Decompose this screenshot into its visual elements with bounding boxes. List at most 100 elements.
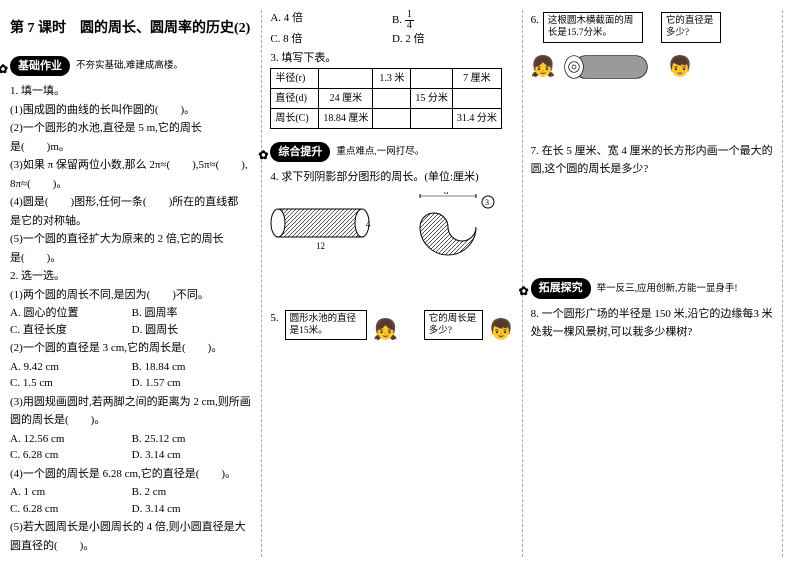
choice: B. 25.12 cm [132, 431, 254, 448]
cell [373, 109, 411, 129]
q1-2a: (2)一个圆形的水池,直径是 5 m,它的周长 [10, 120, 253, 137]
section-basic-badge: ✿ 基础作业 [10, 56, 70, 77]
section-improve-label: 综合提升 [278, 146, 322, 158]
q1-4a: (4)圆是( )图形,任何一条( )所在的直线都 [10, 194, 253, 211]
leaf-icon: ✿ [258, 146, 268, 164]
cell: 7 厘米 [452, 69, 501, 89]
cell [452, 89, 501, 109]
q2-head: 2. 选一选。 [10, 268, 253, 285]
q8-2: 处栽一棵风景树,可以栽多少棵树? [531, 324, 774, 341]
q1-head: 1. 填一填。 [10, 83, 253, 100]
choice: D. 3.14 cm [132, 501, 254, 518]
kid-icon: 👦 [489, 320, 514, 340]
section-extend-badge: ✿ 拓展探究 [531, 278, 591, 299]
choice: D. 3.14 cm [132, 447, 254, 464]
q6-speech2: 它的直径是多少? [661, 12, 721, 43]
q2-3b: 圆的周长是( )。 [10, 412, 253, 429]
fig2-top: 8 [444, 192, 449, 196]
section-extend-label: 拓展探究 [539, 282, 583, 294]
fig1-h: 4 [366, 219, 371, 229]
fig1-w: 12 [316, 241, 325, 251]
section-basic-header: ✿ 基础作业 不夯实基础,难建成高楼。 [10, 55, 253, 77]
q4-head: 4. 求下列阴影部分图形的周长。(单位:厘米) [270, 169, 513, 186]
q4-fig2: 8 3 [400, 192, 510, 262]
q5-speech2: 它的周长是多少? [424, 310, 483, 341]
cell: 24 厘米 [319, 89, 373, 109]
q5-num: 5. [270, 310, 278, 327]
q2-5a: (5)若大圆周长是小圆周长的 4 倍,则小圆直径是大 [10, 519, 253, 536]
q2-3-choices: A. 12.56 cm B. 25.12 cm C. 6.28 cm D. 3.… [10, 431, 253, 464]
q6-head: 6. 这根圆木横截面的周长是15.7分米。 它的直径是多少? [531, 12, 774, 43]
q2-2: (2)一个圆的直径是 3 cm,它的周长是( )。 [10, 340, 253, 357]
choice: A. 4 倍 [270, 10, 392, 31]
fig2-r: 3 [485, 198, 489, 207]
cell: 15 分米 [411, 89, 453, 109]
kid-icon: 👧 [531, 57, 556, 77]
cylinder-icon [562, 49, 662, 85]
cell: 直径(d) [271, 89, 319, 109]
q4-figures: 4 12 8 3 [270, 192, 513, 262]
cell [373, 89, 411, 109]
section-extend-header: ✿ 拓展探究 举一反三,应用创新,方能一显身手! [531, 278, 774, 300]
q1-1: (1)围成圆的曲线的长叫作圆的( )。 [10, 102, 253, 119]
q7-2: 圆,这个圆的周长是多少? [531, 161, 774, 178]
choice: C. 1.5 cm [10, 375, 132, 392]
q1-5a: (5)一个圆的直径扩大为原来的 2 倍,它的周长 [10, 231, 253, 248]
q2-5-choices: A. 4 倍 B. 1 4 C. 8 倍 D. 2 倍 [270, 10, 513, 48]
choice: C. 6.28 cm [10, 501, 132, 518]
cell [411, 69, 453, 89]
table-row: 半径(r) 1.3 米 7 厘米 [271, 69, 502, 89]
choice: B. 1 4 [392, 10, 514, 31]
leaf-icon: ✿ [0, 60, 8, 78]
choice: C. 6.28 cm [10, 447, 132, 464]
cell [411, 109, 453, 129]
kid-icon: 👦 [668, 57, 693, 77]
choice: A. 9.42 cm [10, 359, 132, 376]
q1-5b: 是( )。 [10, 250, 253, 267]
choice: C. 直径长度 [10, 322, 132, 339]
q4-fig1: 4 12 [270, 199, 380, 254]
q5-head: 5. 圆形水池的直径是15米。 👧 它的周长是多少? 👦 [270, 310, 513, 341]
q6-num: 6. [531, 12, 539, 29]
q2-5b: 圆直径的( )。 [10, 538, 253, 555]
q1-3a: (3)如果 π 保留两位小数,那么 2π≈( ),5π≈( ), [10, 157, 253, 174]
choice: D. 圆周长 [132, 322, 254, 339]
denominator: 4 [405, 21, 414, 31]
q2-4-choices: A. 1 cm B. 2 cm C. 6.28 cm D. 3.14 cm [10, 484, 253, 517]
q2-2-choices: A. 9.42 cm B. 18.84 cm C. 1.5 cm D. 1.57… [10, 359, 253, 392]
table-row: 周长(C) 18.84 厘米 31.4 分米 [271, 109, 502, 129]
choice: D. 2 倍 [392, 31, 514, 48]
q5-speech1: 圆形水池的直径是15米。 [285, 310, 367, 341]
choice: A. 1 cm [10, 484, 132, 501]
fraction: 1 4 [405, 10, 414, 31]
section-basic-sub: 不夯实基础,难建成高楼。 [76, 59, 183, 73]
cell [319, 69, 373, 89]
q3-table: 半径(r) 1.3 米 7 厘米 直径(d) 24 厘米 15 分米 周长(C)… [270, 68, 502, 129]
q1-2b: 是( )m。 [10, 139, 253, 156]
cell: 1.3 米 [373, 69, 411, 89]
q1-4b: 是它的对称轴。 [10, 213, 253, 230]
kid-icon: 👧 [373, 320, 398, 340]
q6-figure: 👧 👦 [531, 49, 774, 85]
section-improve-badge: ✿ 综合提升 [270, 142, 330, 163]
q6-speech1: 这根圆木横截面的周长是15.7分米。 [543, 12, 643, 43]
column-1: 第 7 课时 圆的周长、圆周率的历史(2) ✿ 基础作业 不夯实基础,难建成高楼… [10, 10, 262, 557]
column-3: 6. 这根圆木横截面的周长是15.7分米。 它的直径是多少? 👧 👦 7. 在长… [531, 10, 783, 557]
cell: 周长(C) [271, 109, 319, 129]
cell: 18.84 厘米 [319, 109, 373, 129]
column-2: A. 4 倍 B. 1 4 C. 8 倍 D. 2 倍 3. 填写下表。 半径(… [270, 10, 522, 557]
choice: B. 2 cm [132, 484, 254, 501]
leaf-icon: ✿ [519, 282, 529, 300]
cell: 半径(r) [271, 69, 319, 89]
cell: 31.4 分米 [452, 109, 501, 129]
section-basic-label: 基础作业 [18, 60, 62, 72]
choice: A. 12.56 cm [10, 431, 132, 448]
q7-1: 7. 在长 5 厘米、宽 4 厘米的长方形内画一个最大的 [531, 143, 774, 160]
choice: C. 8 倍 [270, 31, 392, 48]
q2-4: (4)一个圆的周长是 6.28 cm,它的直径是( )。 [10, 466, 253, 483]
table-row: 直径(d) 24 厘米 15 分米 [271, 89, 502, 109]
choice: B. 圆周率 [132, 305, 254, 322]
choice: B. 18.84 cm [132, 359, 254, 376]
section-improve-header: ✿ 综合提升 重点难点,一网打尽。 [270, 141, 513, 163]
choice: D. 1.57 cm [132, 375, 254, 392]
